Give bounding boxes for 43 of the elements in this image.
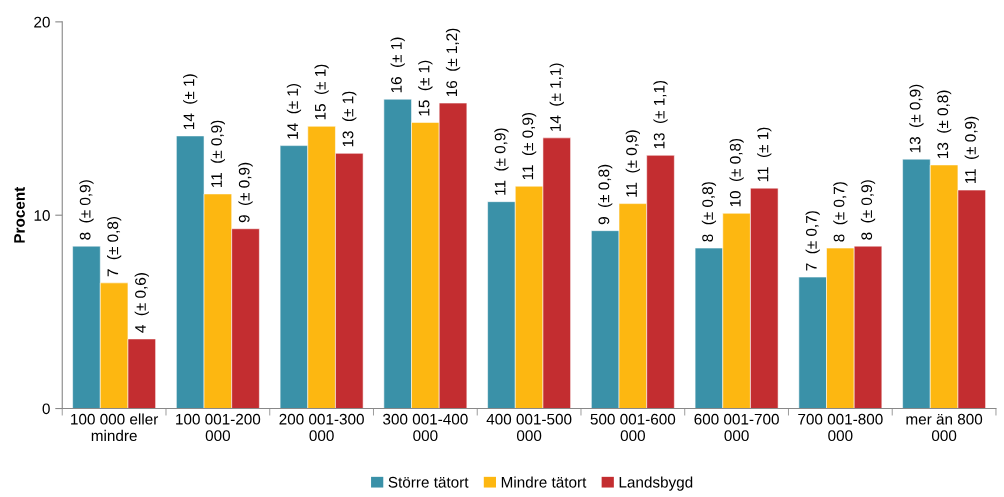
data-label: 14 (± 1) [286, 83, 302, 139]
x-tick-label: 100 001-200 000 [176, 413, 261, 442]
data-label: 11 (± 0,9) [625, 130, 640, 197]
data-label: 14 (± 1) [183, 74, 198, 129]
data-label: 9 (± 0,8) [598, 164, 613, 225]
legend-label: Mindre tätort [501, 476, 587, 488]
data-label: 14 (± 1,1) [549, 63, 564, 131]
data-label: 11 (± 0,9) [210, 120, 225, 187]
data-label: 4 (± 0,6) [134, 273, 149, 333]
x-tick-label: mer än 800 000 [906, 413, 983, 442]
data-label: 8 (± 0,8) [701, 182, 717, 242]
data-label: 7 (± 0,8) [107, 216, 122, 277]
data-label: 16 (± 1) [390, 37, 405, 93]
data-label: 11 (± 0,9) [964, 116, 979, 184]
y-axis-title: Procent [14, 186, 25, 243]
legend-label: Landsbygd [619, 476, 693, 491]
x-tick-label: 200 001-300 000 [279, 413, 364, 442]
data-label: 8 (± 0,9) [860, 180, 876, 240]
y-tick-label: 20 [34, 16, 50, 28]
x-tick-label: 400 001-500 000 [486, 413, 572, 442]
data-label: 13 (± 1,1) [653, 80, 668, 149]
x-tick-label: 500 001-600 000 [590, 413, 676, 442]
data-label: 13 (± 0,9) [909, 84, 924, 153]
legend-label: Större tätort [388, 476, 469, 488]
data-label: 13 (± 1) [342, 91, 357, 147]
x-tick-label: 300 001-400 000 [383, 413, 468, 442]
data-label: 7 (± 0,7) [805, 211, 820, 271]
data-label: 11 (± 0,9) [521, 112, 537, 180]
data-label: 13 (± 0,8) [936, 90, 952, 158]
x-tick-label: 100 000 eller mindre [71, 413, 159, 442]
data-label: 9 (± 0,9) [238, 162, 253, 223]
data-label: 16 (± 1,2) [445, 28, 461, 97]
y-tick-label: 0 [42, 403, 50, 415]
data-label: 8 (± 0,9) [79, 180, 94, 240]
data-label: 8 (± 0,7) [833, 182, 848, 242]
data-label: 11 (± 1) [757, 127, 772, 182]
data-label: 15 (± 1) [314, 64, 329, 120]
data-label: 15 (± 1) [418, 60, 433, 116]
x-tick-label: 700 001-800 000 [798, 413, 883, 442]
x-tick-label: 600 001-700 000 [694, 413, 779, 442]
y-tick-label: 10 [34, 210, 50, 221]
data-label: 11 (± 0,9) [494, 128, 509, 195]
data-label: 10 (± 0,8) [729, 138, 744, 207]
